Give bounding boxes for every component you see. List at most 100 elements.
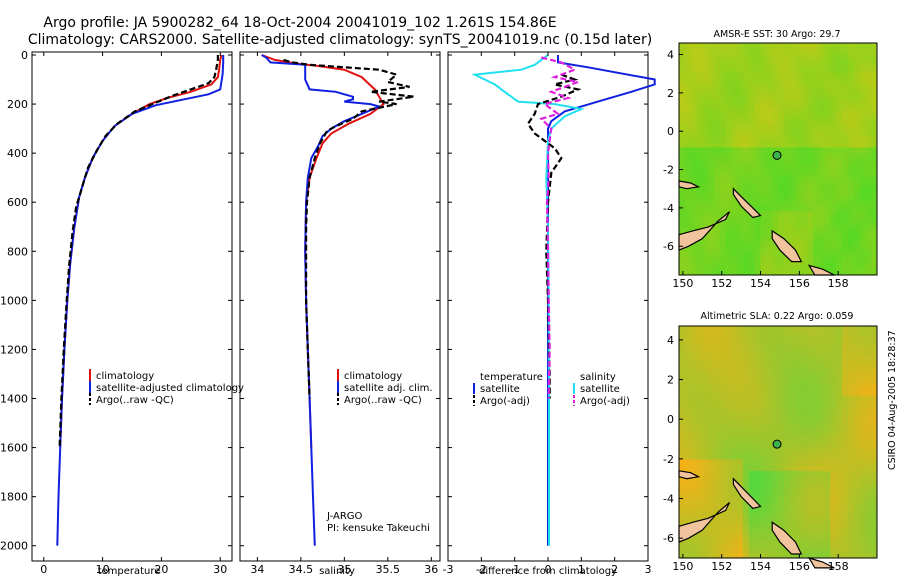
map-cell [725,517,732,524]
map-cell [836,360,843,367]
map-cell [853,72,860,79]
difference-xlabel: difference from climatology [479,566,617,577]
map-cell [847,430,855,437]
map-cell [842,372,849,379]
map-cell [778,135,785,142]
map-cell [690,442,697,449]
map-cell [778,494,785,501]
map-cell [737,360,744,367]
figure-title-line2: Climatology: CARS2000. Satellite-adjuste… [28,32,652,48]
map-cell [696,153,703,160]
map-cell [754,269,761,276]
map-cell [748,355,756,362]
map-cell [783,413,791,420]
map-cell [766,407,773,414]
map-cell [859,251,866,258]
map-cell [684,66,692,73]
map-cell [731,430,738,437]
map-cell [865,384,872,391]
map-cell [812,360,820,367]
map-cell [789,124,796,131]
map-cell [778,176,785,183]
map-cell [836,228,843,235]
map-cell [754,199,761,206]
map-cell [859,147,866,154]
map-cell [836,413,843,420]
map-cell [853,389,860,396]
x-tick-label: 34.5 [289,563,314,576]
map-cell [679,337,686,344]
map-cell [731,263,738,270]
map-cell [847,389,855,396]
map-cell [708,465,715,472]
map-cell [719,118,726,125]
map-cell [853,540,860,547]
map-cell [818,222,825,229]
map-cell [679,112,686,119]
map-cell [766,372,773,379]
map-cell [847,182,855,189]
map-cell [754,378,761,385]
map-cell [818,459,825,466]
map-cell [679,453,686,460]
map-cell [760,488,767,495]
map-cell [731,355,738,362]
map-cell [737,523,744,530]
map-cell [754,552,761,559]
map-cell [795,199,802,206]
map-cell [836,199,843,206]
map-cell [795,193,802,200]
map-cell [836,453,843,460]
map-cell [679,366,686,373]
map-cell [871,234,878,241]
map-cell [696,494,703,501]
map-cell [783,188,791,195]
map-cell [748,401,756,408]
map-cell [684,83,692,90]
map-cell [684,54,692,61]
map-cell [766,447,773,454]
map-cell [830,360,837,367]
map-cell [737,176,744,183]
map-cell [842,505,849,512]
map-cell [871,60,878,67]
map-cell [748,326,756,333]
map-cell [842,442,849,449]
map-cell [731,43,738,50]
map-cell [818,159,825,166]
map-x-tick-label: 156 [789,560,810,573]
map-cell [859,234,866,241]
map-cell [847,482,855,489]
map-cell [812,43,820,50]
map-cell [830,378,837,385]
map-cell [737,211,744,218]
map-cell [778,257,785,264]
map-cell [801,500,808,507]
map-cell [766,130,773,137]
map-cell [690,494,697,501]
map-cell [696,500,703,507]
map-cell [731,453,738,460]
map-cell [766,240,773,247]
map-cell [853,159,860,166]
map-cell [760,366,767,373]
map-cell [719,77,726,84]
map-cell [713,366,721,373]
map-cell [789,436,796,443]
map-cell [713,228,721,235]
map-cell [801,95,808,102]
map-cell [836,211,843,218]
map-cell [731,234,738,241]
map-cell [836,217,843,224]
map-cell [690,48,697,55]
map-cell [859,337,866,344]
map-cell [754,228,761,235]
map-cell [743,48,750,55]
map-cell [853,118,860,125]
map-cell [818,366,825,373]
map-cell [725,534,732,541]
pi-label: PI: kensuke Takeuchi [327,523,430,534]
map-cell [696,343,703,350]
map-cell [690,101,697,108]
